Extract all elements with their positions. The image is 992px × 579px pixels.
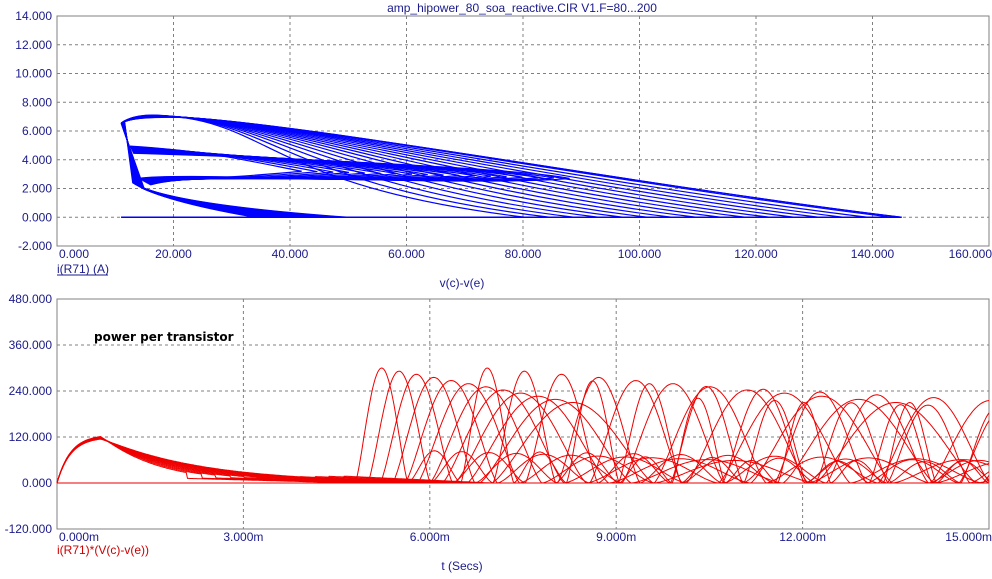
plot-title: amp_hipower_80_soa_reactive.CIR V1.F=80.… (387, 1, 657, 15)
bottom-y-tick-label: -120.000 (5, 522, 53, 536)
power-trace (56, 379, 990, 484)
iv-loci-chart: 14.000 12.000 10.000 8.000 6.000 4.000 2.000 0.… (15, 9, 992, 290)
bottom-y-ticks: 480.000 360.000 240.000 120.000 0.000 -120.00… (5, 292, 53, 536)
top-y-tick-label: -2.000 (18, 239, 52, 253)
power-trace (56, 389, 990, 484)
top-y-tick-label: 12.000 (15, 38, 52, 52)
top-x-tick-label: 80.000 (505, 247, 542, 261)
power-trace (56, 395, 990, 484)
bottom-chart-traces (56, 367, 990, 484)
power-trace (56, 392, 990, 484)
top-y-ticks: 14.000 12.000 10.000 8.000 6.000 4.000 2.000 0.… (15, 9, 52, 253)
bottom-y-tick-label: 480.000 (9, 292, 53, 306)
bottom-y-axis-label[interactable]: i(R71)*(V(c)-v(e)) (57, 543, 149, 557)
power-chart: 480.000 360.000 240.000 120.000 0.000 -120.00… (5, 292, 992, 573)
bottom-x-tick-label: 0.000m (59, 530, 99, 544)
top-x-tick-label: 140.000 (851, 247, 895, 261)
top-x-tick-label: 40.000 (272, 247, 309, 261)
top-y-tick-label: 2.000 (22, 182, 52, 196)
bottom-x-axis-label: t (Secs) (441, 559, 482, 573)
bottom-y-tick-label: 240.000 (9, 384, 53, 398)
power-trace (56, 402, 990, 484)
top-x-tick-label: 160.000 (949, 247, 992, 261)
bottom-y-tick-label: 360.000 (9, 338, 53, 352)
top-y-tick-label: 14.000 (15, 9, 52, 23)
top-x-tick-label: 20.000 (155, 247, 192, 261)
bottom-x-tick-label: 15.000m (945, 530, 992, 544)
bottom-x-tick-label: 6.000m (410, 530, 450, 544)
bottom-x-ticks: 0.000m 3.000m 6.000m 9.000m 12.000m 15.000m (59, 530, 992, 544)
top-y-tick-label: 8.000 (22, 95, 52, 109)
top-x-tick-label: 120.000 (734, 247, 778, 261)
top-chart-traces (120, 114, 902, 218)
bottom-y-tick-label: 0.000 (22, 476, 52, 490)
top-y-tick-label: 10.000 (15, 67, 52, 81)
top-y-tick-label: 6.000 (22, 124, 52, 138)
bottom-x-tick-label: 9.000m (596, 530, 636, 544)
top-x-axis-label: v(c)-v(e) (440, 276, 485, 290)
power-trace (56, 398, 990, 484)
power-annotation: power per transistor (94, 330, 234, 344)
bottom-chart-frame (56, 298, 990, 530)
top-x-tick-label: 100.000 (618, 247, 662, 261)
top-x-ticks: 0.000 20.000 40.000 60.000 80.000 100.000 120.… (59, 247, 992, 261)
bottom-x-tick-label: 3.000m (223, 530, 263, 544)
top-y-axis-label[interactable]: i(R71) (A) (57, 262, 109, 276)
top-y-tick-label: 0.000 (22, 210, 52, 224)
power-trace (56, 386, 990, 484)
power-trace (56, 383, 990, 484)
top-x-tick-label: 0.000 (59, 247, 89, 261)
power-trace (56, 367, 990, 484)
top-y-tick-label: 4.000 (22, 153, 52, 167)
iv-locus-trace (123, 116, 902, 218)
bottom-y-tick-label: 120.000 (9, 430, 53, 444)
top-x-tick-label: 60.000 (388, 247, 425, 261)
bottom-x-tick-label: 12.000m (779, 530, 826, 544)
